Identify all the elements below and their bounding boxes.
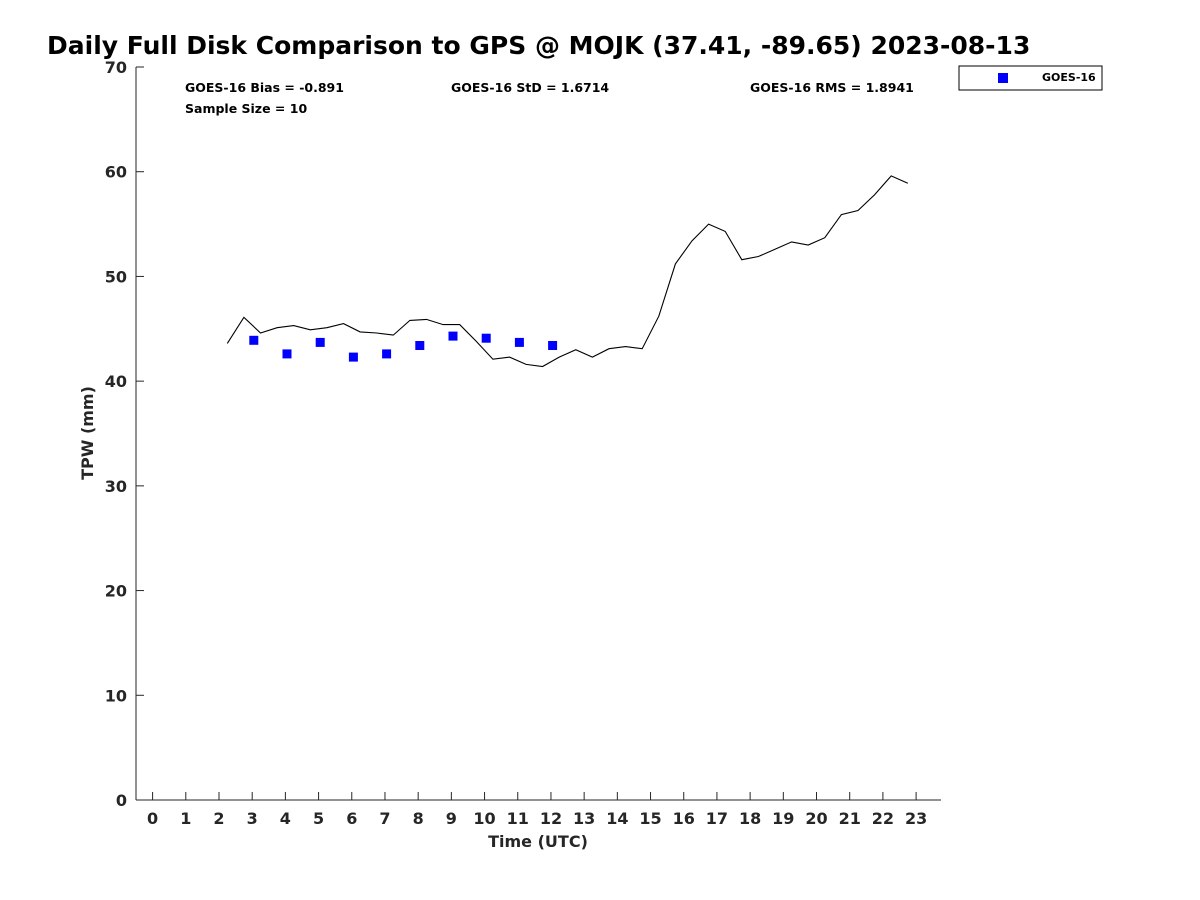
x-tick-label: 16 (673, 809, 695, 828)
goes16-data-point (249, 335, 259, 345)
goes16-data-point (514, 337, 524, 347)
x-tick-label: 11 (507, 809, 529, 828)
x-tick-label: 2 (213, 809, 224, 828)
x-tick-label: 19 (772, 809, 794, 828)
legend: GOES-16 (958, 65, 1103, 91)
x-tick-label: 21 (839, 809, 861, 828)
stat-std: GOES-16 StD = 1.6714 (451, 80, 609, 95)
goes16-data-point (415, 341, 425, 350)
y-tick-label: 10 (105, 686, 127, 705)
y-tick-label: 0 (116, 791, 127, 810)
legend-label-goes16: GOES-16 (1042, 71, 1096, 84)
chart-title: Daily Full Disk Comparison to GPS @ MOJK… (47, 31, 1030, 60)
goes16-data-point (348, 352, 358, 362)
goes16-data-point (481, 333, 491, 343)
y-tick-label: 50 (105, 267, 127, 286)
x-tick-label: 5 (313, 809, 324, 828)
x-tick-label: 0 (147, 809, 158, 828)
x-tick-label: 9 (446, 809, 457, 828)
stat-bias: GOES-16 Bias = -0.891 (185, 80, 344, 95)
x-tick-label: 7 (379, 809, 390, 828)
gps-tpw-line (226, 175, 909, 368)
x-axis-label: Time (UTC) (488, 832, 588, 851)
goes16-data-point (382, 349, 392, 359)
y-tick-label: 60 (105, 163, 127, 182)
goes16-data-point (315, 337, 325, 347)
stat-sample-size: Sample Size = 10 (185, 101, 307, 116)
x-tick-label: 1 (180, 809, 191, 828)
x-tick-label: 15 (639, 809, 661, 828)
x-tick-label: 10 (473, 809, 495, 828)
x-tick-label: 13 (573, 809, 595, 828)
x-tick-label: 12 (540, 809, 562, 828)
goes16-data-point (448, 331, 458, 341)
x-tick-label: 23 (905, 809, 927, 828)
goes16-data-point (548, 341, 558, 350)
x-tick-label: 8 (413, 809, 424, 828)
legend-marker-goes16 (998, 73, 1008, 83)
x-tick-label: 14 (606, 809, 628, 828)
x-tick-label: 3 (247, 809, 258, 828)
legend-box (958, 65, 1103, 91)
goes16-data-point (282, 349, 292, 359)
x-tick-label: 6 (346, 809, 357, 828)
x-tick-label: 22 (872, 809, 894, 828)
x-tick-label: 20 (805, 809, 827, 828)
x-tick-label: 4 (280, 809, 291, 828)
y-axis-label: TPW (mm) (78, 386, 97, 480)
y-tick-label: 70 (105, 58, 127, 77)
y-tick-label: 40 (105, 372, 127, 391)
x-tick-label: 17 (706, 809, 728, 828)
y-tick-label: 30 (105, 477, 127, 496)
y-tick-label: 20 (105, 582, 127, 601)
stat-rms: GOES-16 RMS = 1.8941 (750, 80, 914, 95)
x-tick-label: 18 (739, 809, 761, 828)
